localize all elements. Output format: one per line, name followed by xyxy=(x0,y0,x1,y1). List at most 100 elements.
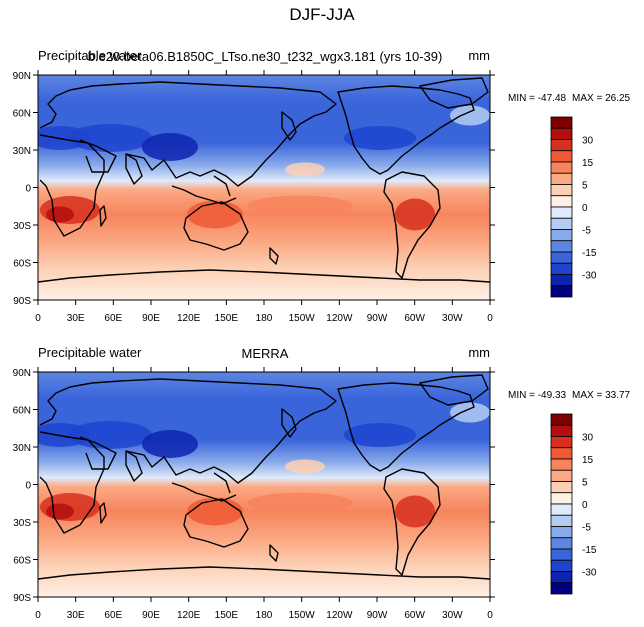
panel-center-title: b.e20.beta06.B1850C_LTso.ne30_t232_wgx3.… xyxy=(88,49,443,64)
colorbar-swatch xyxy=(550,229,573,242)
colorbar-swatch xyxy=(550,184,573,197)
colorbar-label: -15 xyxy=(582,248,597,259)
colorbar-label: 30 xyxy=(582,433,594,444)
panel-center-title: MERRA xyxy=(242,346,289,361)
map-field xyxy=(38,372,490,597)
colorbar-label: -5 xyxy=(582,226,591,237)
colorbar-swatch xyxy=(550,447,573,460)
colorbar-swatch xyxy=(550,492,573,505)
lat-tick-label: 30S xyxy=(13,518,31,529)
colorbar-label: 0 xyxy=(582,203,588,214)
panel-model: Precipitable waterb.e20.beta06.B1850C_LT… xyxy=(13,48,631,324)
panel-left-title: Precipitable water xyxy=(38,48,142,63)
colorbar-swatch xyxy=(550,161,573,174)
colorbar-swatch xyxy=(550,172,573,185)
colorbar: 30 15 5 0 -5 -15 -30 xyxy=(550,413,597,595)
figure-title: DJF-JJA xyxy=(289,5,355,24)
lat-tick-label: 0 xyxy=(25,184,31,195)
lat-tick-label: 0 xyxy=(25,481,31,492)
min-value: MIN = -47.48 xyxy=(508,93,567,104)
lat-tick-label: 60N xyxy=(13,406,31,417)
lat-tick-label: 90N xyxy=(13,368,31,379)
colorbar-swatch xyxy=(550,548,573,561)
panel-units: mm xyxy=(468,345,490,360)
panel-left-title: Precipitable water xyxy=(38,345,142,360)
lon-tick-label: 120W xyxy=(326,610,353,621)
lat-tick-label: 60N xyxy=(13,109,31,120)
lon-tick-label: 30E xyxy=(67,610,85,621)
lon-tick-label: 60W xyxy=(404,610,425,621)
lon-tick-label: 120E xyxy=(177,610,201,621)
colorbar-label: 0 xyxy=(582,500,588,511)
panel-obs: Precipitable water MERRA mm 90N 60N 30N 0 30S 60… xyxy=(13,345,631,621)
colorbar-label: 15 xyxy=(582,158,594,169)
colorbar-label: -30 xyxy=(582,568,597,579)
colorbar-label: 5 xyxy=(582,181,588,192)
colorbar-label: 15 xyxy=(582,455,594,466)
lon-tick-label: 60W xyxy=(404,313,425,324)
lon-tick-label: 60E xyxy=(104,313,122,324)
lon-tick-label: 150W xyxy=(289,610,316,621)
colorbar-swatch xyxy=(550,274,573,287)
lon-tick-label: 180 xyxy=(256,313,273,324)
colorbar-swatch xyxy=(550,481,573,494)
map-field xyxy=(38,75,490,300)
lat-tick-label: 90S xyxy=(13,593,31,604)
lon-tick-label: 0 xyxy=(35,610,41,621)
lon-tick-label: 150E xyxy=(215,610,239,621)
lon-tick-label: 30W xyxy=(442,313,463,324)
colorbar-label: -5 xyxy=(582,523,591,534)
colorbar-swatch xyxy=(550,251,573,264)
colorbar-swatch xyxy=(550,436,573,449)
lon-tick-label: 0 xyxy=(487,313,493,324)
lon-tick-label: 90E xyxy=(142,610,160,621)
lon-tick-label: 150E xyxy=(215,313,239,324)
colorbar: 30 15 5 0 -5 -15 -30 xyxy=(550,116,597,298)
lat-tick-label: 30N xyxy=(13,146,31,157)
colorbar-swatch xyxy=(550,262,573,275)
lat-tick-label: 90N xyxy=(13,71,31,82)
lon-tick-label: 180 xyxy=(256,610,273,621)
max-value: MAX = 33.77 xyxy=(572,390,631,401)
colorbar-swatch xyxy=(550,139,573,152)
colorbar-swatch xyxy=(550,526,573,539)
colorbar-swatch xyxy=(550,514,573,527)
colorbar-swatch xyxy=(550,240,573,253)
lat-tick-label: 60S xyxy=(13,556,31,567)
colorbar-label: 30 xyxy=(582,136,594,147)
colorbar-swatch xyxy=(550,285,573,298)
colorbar-swatch xyxy=(550,582,573,595)
colorbar-swatch xyxy=(550,458,573,471)
colorbar-swatch xyxy=(550,424,573,437)
colorbar-label: -30 xyxy=(582,271,597,282)
lat-tick-label: 90S xyxy=(13,296,31,307)
colorbar-swatch xyxy=(550,127,573,140)
panel-units: mm xyxy=(468,48,490,63)
colorbar-swatch xyxy=(550,195,573,208)
colorbar-swatch xyxy=(550,559,573,572)
colorbar-swatch xyxy=(550,537,573,550)
lon-tick-label: 0 xyxy=(35,313,41,324)
lat-tick-label: 30S xyxy=(13,221,31,232)
min-value: MIN = -49.33 xyxy=(508,390,567,401)
colorbar-swatch xyxy=(550,503,573,516)
colorbar-swatch xyxy=(550,217,573,230)
lat-tick-label: 30N xyxy=(13,443,31,454)
lon-tick-label: 30W xyxy=(442,610,463,621)
lon-tick-label: 90W xyxy=(367,313,388,324)
colorbar-swatch xyxy=(550,571,573,584)
max-value: MAX = 26.25 xyxy=(572,93,631,104)
colorbar-swatch xyxy=(550,413,573,426)
lon-tick-label: 120W xyxy=(326,313,353,324)
lon-tick-label: 90E xyxy=(142,313,160,324)
colorbar-swatch xyxy=(550,116,573,129)
colorbar-swatch xyxy=(550,469,573,482)
colorbar-swatch xyxy=(550,206,573,219)
lon-tick-label: 0 xyxy=(487,610,493,621)
lon-tick-label: 90W xyxy=(367,610,388,621)
colorbar-label: -15 xyxy=(582,545,597,556)
colorbar-swatch xyxy=(550,150,573,163)
lon-tick-label: 150W xyxy=(289,313,316,324)
lon-tick-label: 30E xyxy=(67,313,85,324)
